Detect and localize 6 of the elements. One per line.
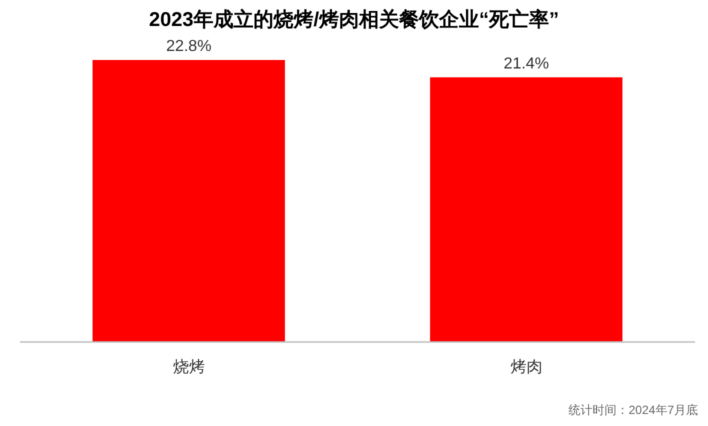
data-label: 22.8%: [166, 38, 212, 55]
chart-title: 2023年成立的烧烤/烤肉相关餐饮企业“死亡率”: [148, 8, 560, 31]
data-label: 21.4%: [504, 55, 549, 72]
text: 统计时间：2024年7月底: [568, 403, 698, 417]
x-tick-label: 烧烤: [172, 358, 205, 376]
x-tick-label: 烤肉: [510, 358, 542, 376]
